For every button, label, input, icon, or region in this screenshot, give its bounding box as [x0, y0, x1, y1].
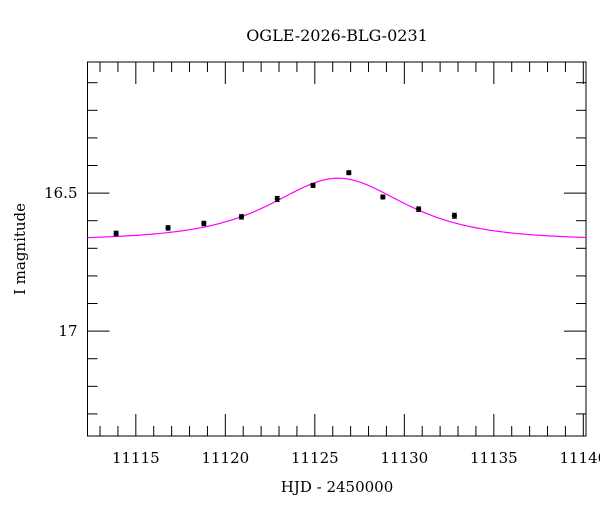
x-tick-label: 11120 [201, 449, 249, 467]
x-tick-label: 11115 [112, 449, 160, 467]
data-point [113, 230, 119, 237]
data-point [201, 220, 207, 227]
x-axis-label: HJD - 2450000 [281, 478, 394, 496]
x-tick-label: 11125 [291, 449, 339, 467]
data-point [310, 182, 316, 188]
data-point [346, 170, 352, 176]
x-tick-label: 11140 [559, 449, 600, 467]
y-tick-label: 17 [58, 322, 77, 340]
data-point [380, 194, 386, 200]
data-point [165, 225, 171, 231]
data-point [238, 214, 245, 220]
x-tick-label: 11130 [380, 449, 428, 467]
x-tick-label: 11135 [470, 449, 518, 467]
y-tick-label: 16.5 [44, 184, 77, 202]
data-point [274, 196, 280, 202]
plot-area: 11115 11120 11125 11130 11135 11140 16.5 17 [44, 61, 600, 467]
data-point [451, 213, 458, 219]
chart-title: OGLE-2026-BLG-0231 [246, 26, 428, 45]
y-axis-label: I magnitude [11, 203, 29, 295]
plot-frame [87, 61, 587, 437]
model-curve [87, 177, 587, 239]
data-point [416, 206, 422, 212]
